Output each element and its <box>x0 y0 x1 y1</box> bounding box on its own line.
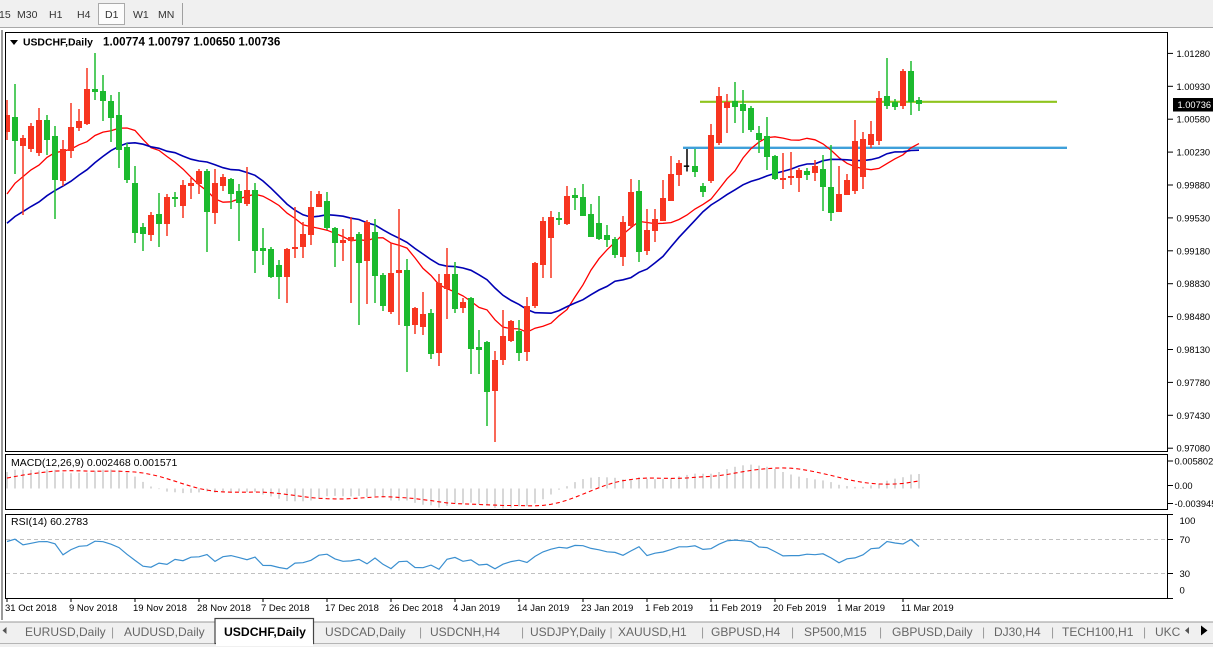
svg-text:D1: D1 <box>105 9 119 21</box>
svg-text:MN: MN <box>158 9 174 21</box>
svg-text:26 Dec 2018: 26 Dec 2018 <box>389 603 443 614</box>
svg-text:0.98830: 0.98830 <box>1177 279 1211 289</box>
svg-text:USDCAD,Daily: USDCAD,Daily <box>325 625 406 639</box>
svg-text:USDCHF,Daily: USDCHF,Daily <box>23 38 93 49</box>
svg-text:100: 100 <box>1180 516 1196 527</box>
svg-text:30: 30 <box>1180 569 1191 580</box>
svg-text:DJ30,H4: DJ30,H4 <box>994 625 1041 639</box>
svg-text:GBPUSD,Daily: GBPUSD,Daily <box>892 625 973 639</box>
svg-text:23 Jan 2019: 23 Jan 2019 <box>581 603 633 614</box>
svg-text:|: | <box>521 625 524 639</box>
svg-text:11 Mar 2019: 11 Mar 2019 <box>901 603 954 614</box>
svg-text:0.98480: 0.98480 <box>1177 312 1211 322</box>
svg-text:19 Nov 2018: 19 Nov 2018 <box>133 603 187 614</box>
svg-text:1.00580: 1.00580 <box>1177 115 1211 125</box>
svg-text:-0.003945: -0.003945 <box>1175 499 1213 509</box>
svg-text:|: | <box>701 625 704 639</box>
svg-text:MACD(12,26,9) 0.002468 0.00157: MACD(12,26,9) 0.002468 0.001571 <box>11 457 178 469</box>
svg-text:XAUUSD,H1: XAUUSD,H1 <box>618 625 687 639</box>
svg-text:11 Feb 2019: 11 Feb 2019 <box>709 603 762 614</box>
svg-text:15: 15 <box>0 9 11 21</box>
svg-text:H1: H1 <box>49 9 63 21</box>
svg-text:0.97430: 0.97430 <box>1177 411 1211 421</box>
svg-text:AUDUSD,Daily: AUDUSD,Daily <box>124 625 205 639</box>
svg-text:70: 70 <box>1180 535 1191 546</box>
svg-text:RSI(14) 60.2783: RSI(14) 60.2783 <box>11 516 88 528</box>
svg-text:USDCNH,H4: USDCNH,H4 <box>430 625 500 639</box>
svg-text:20 Feb 2019: 20 Feb 2019 <box>773 603 826 614</box>
svg-text:GBPUSD,H4: GBPUSD,H4 <box>711 625 781 639</box>
svg-text:1.00930: 1.00930 <box>1177 82 1211 92</box>
svg-text:7 Dec 2018: 7 Dec 2018 <box>261 603 310 614</box>
svg-text:0.98130: 0.98130 <box>1177 345 1211 355</box>
svg-text:UKC: UKC <box>1155 625 1181 639</box>
svg-text:0.005802: 0.005802 <box>1175 457 1213 467</box>
svg-text:TECH100,H1: TECH100,H1 <box>1062 625 1134 639</box>
svg-text:1.00774 1.00797 1.00650 1.0073: 1.00774 1.00797 1.00650 1.00736 <box>103 36 281 49</box>
svg-text:|: | <box>610 625 613 639</box>
svg-text:0.97780: 0.97780 <box>1177 378 1211 388</box>
svg-text:9 Nov 2018: 9 Nov 2018 <box>69 603 118 614</box>
svg-text:|: | <box>419 625 422 639</box>
svg-text:0: 0 <box>1180 586 1185 597</box>
svg-text:|: | <box>1143 625 1146 639</box>
svg-text:USDJPY,Daily: USDJPY,Daily <box>530 625 606 639</box>
svg-text:1 Feb 2019: 1 Feb 2019 <box>645 603 693 614</box>
svg-text:28 Nov 2018: 28 Nov 2018 <box>197 603 251 614</box>
svg-text:|: | <box>1051 625 1054 639</box>
svg-text:0.00: 0.00 <box>1175 481 1193 491</box>
svg-text:0.99880: 0.99880 <box>1177 181 1211 191</box>
svg-text:17 Dec 2018: 17 Dec 2018 <box>325 603 379 614</box>
svg-text:31 Oct 2018: 31 Oct 2018 <box>5 603 57 614</box>
svg-text:W1: W1 <box>133 9 149 21</box>
svg-text:14 Jan 2019: 14 Jan 2019 <box>517 603 569 614</box>
svg-text:|: | <box>791 625 794 639</box>
svg-text:H4: H4 <box>77 9 91 21</box>
svg-text:USDCHF,Daily: USDCHF,Daily <box>224 625 306 639</box>
svg-text:|: | <box>879 625 882 639</box>
svg-text:M30: M30 <box>17 9 38 21</box>
svg-text:0.99530: 0.99530 <box>1177 213 1211 223</box>
svg-text:1 Mar 2019: 1 Mar 2019 <box>837 603 885 614</box>
svg-text:4 Jan 2019: 4 Jan 2019 <box>453 603 500 614</box>
svg-text:EURUSD,Daily: EURUSD,Daily <box>25 625 106 639</box>
svg-text:|: | <box>111 625 114 639</box>
svg-text:1.01280: 1.01280 <box>1177 49 1211 59</box>
svg-text:|: | <box>982 625 985 639</box>
svg-text:1.00736: 1.00736 <box>1178 100 1212 110</box>
svg-text:0.97080: 0.97080 <box>1177 444 1211 454</box>
svg-text:1.00230: 1.00230 <box>1177 148 1211 158</box>
svg-text:0.99180: 0.99180 <box>1177 246 1211 256</box>
svg-text:SP500,M15: SP500,M15 <box>804 625 867 639</box>
